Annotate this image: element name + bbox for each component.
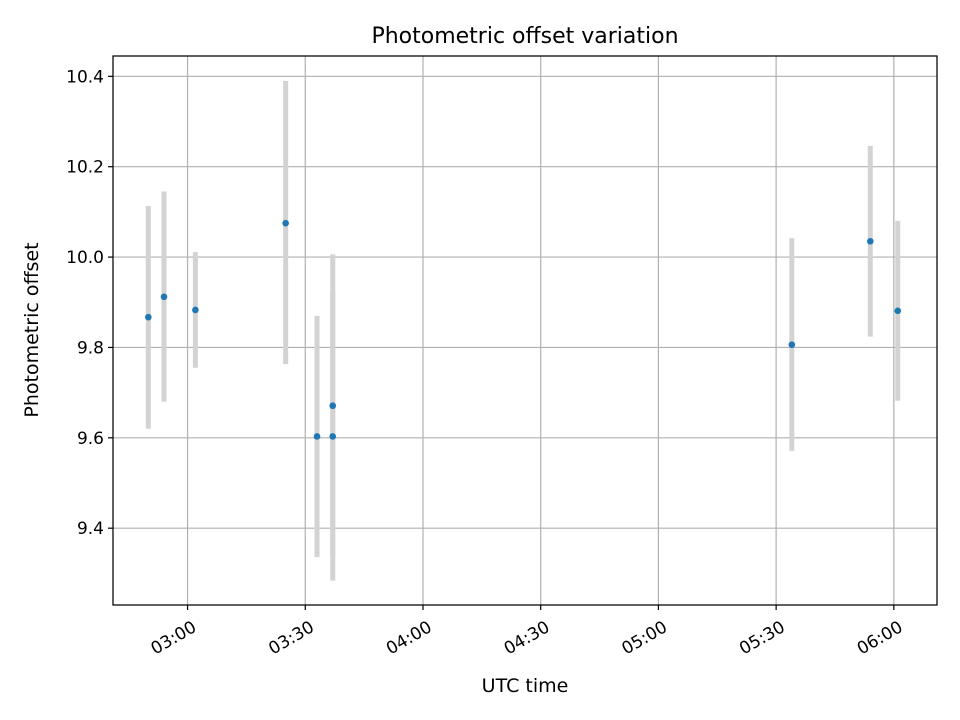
- y-tick-label: 10.4: [66, 67, 104, 87]
- data-point: [894, 307, 902, 315]
- plot-area-frame: [112, 55, 938, 606]
- y-tick-label: 9.4: [77, 519, 104, 539]
- y-tick-label: 9.8: [77, 338, 104, 358]
- x-axis-label: UTC time: [482, 675, 569, 697]
- y-axis-ticks: 9.4 9.6 9.8 10.0 10.2 10.4: [66, 67, 113, 539]
- data-point: [329, 402, 337, 410]
- data-point: [282, 219, 289, 227]
- chart-title: Photometric offset variation: [371, 24, 678, 49]
- y-axis-label: Photometric offset: [21, 242, 43, 417]
- data-point: [329, 433, 337, 440]
- data-point: [145, 313, 152, 321]
- data-point: [160, 293, 168, 301]
- data-points: [145, 219, 902, 440]
- y-tick-label: 9.6: [77, 429, 104, 449]
- data-point: [866, 237, 874, 245]
- y-tick-label: 10.0: [66, 248, 104, 268]
- data-point: [313, 433, 321, 440]
- data-point: [788, 341, 796, 349]
- y-tick-label: 10.2: [66, 158, 104, 178]
- grid: [113, 56, 937, 605]
- data-point: [192, 306, 199, 314]
